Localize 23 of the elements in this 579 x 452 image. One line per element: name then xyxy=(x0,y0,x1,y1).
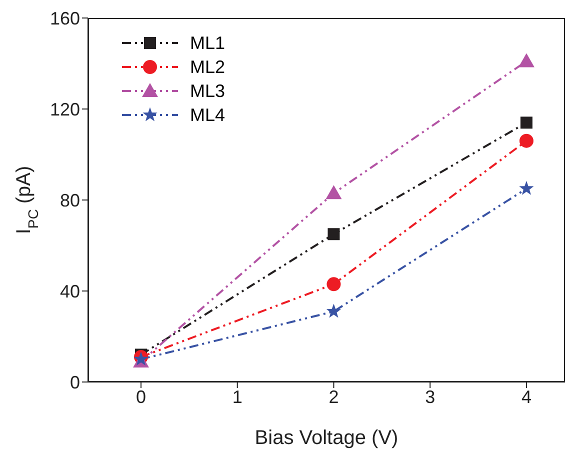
point xyxy=(519,180,534,195)
x-tick-label: 0 xyxy=(136,386,146,407)
x-tick-label: 2 xyxy=(328,386,339,407)
y-tick-label: 120 xyxy=(50,99,80,120)
y-tick-label: 160 xyxy=(50,8,80,28)
point xyxy=(520,116,532,129)
y-tick-label: 80 xyxy=(60,190,80,210)
x-tick-label: 3 xyxy=(425,386,436,407)
legend-label: ML3 xyxy=(190,80,226,102)
legend-label: ML2 xyxy=(190,56,226,78)
x-axis-title: Bias Voltage (V) xyxy=(254,427,398,449)
x-tick-label: 1 xyxy=(232,386,242,407)
point xyxy=(326,277,341,292)
point xyxy=(326,304,342,318)
y-tick-label: 40 xyxy=(60,281,80,302)
x-tick-label: 4 xyxy=(521,386,532,407)
point xyxy=(518,53,534,68)
y-tick-label: 0 xyxy=(70,372,80,392)
point xyxy=(519,134,534,148)
point xyxy=(326,185,342,200)
legend-label: ML1 xyxy=(190,32,226,54)
legend-label: ML4 xyxy=(190,104,226,126)
point xyxy=(328,228,340,240)
